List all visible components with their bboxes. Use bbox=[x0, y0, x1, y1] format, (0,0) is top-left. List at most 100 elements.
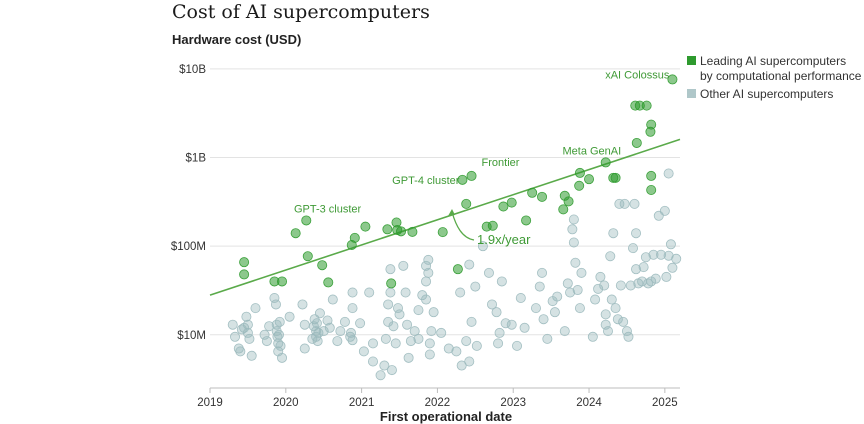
other-point bbox=[456, 360, 467, 371]
y-tick-label: $100M bbox=[171, 241, 206, 253]
leading-point bbox=[631, 137, 642, 148]
other-point bbox=[631, 264, 642, 275]
x-tick-label: 2022 bbox=[425, 397, 451, 409]
other-point bbox=[405, 336, 416, 347]
other-point bbox=[615, 280, 626, 291]
other-point bbox=[386, 365, 397, 376]
chart-title: Cost of AI supercomputers bbox=[172, 1, 430, 23]
other-point bbox=[640, 252, 651, 263]
other-point bbox=[559, 326, 570, 337]
legend-swatch-other bbox=[687, 89, 696, 98]
other-point bbox=[318, 326, 329, 337]
other-point bbox=[274, 316, 285, 327]
other-point bbox=[572, 285, 583, 296]
leading-point bbox=[506, 197, 517, 208]
other-point bbox=[264, 321, 275, 332]
other-point bbox=[568, 214, 579, 225]
leading-point bbox=[323, 277, 334, 288]
other-point bbox=[413, 333, 424, 344]
other-point bbox=[358, 346, 369, 357]
other-point bbox=[464, 259, 475, 270]
leading-point bbox=[563, 196, 574, 207]
other-point bbox=[375, 370, 386, 381]
leading-point bbox=[584, 174, 595, 185]
y-tick-label: $1B bbox=[186, 153, 207, 165]
leading-point bbox=[301, 215, 312, 226]
other-point bbox=[471, 340, 482, 351]
x-tick-label: 2025 bbox=[652, 397, 678, 409]
other-point bbox=[477, 241, 488, 252]
x-tick-label: 2020 bbox=[273, 397, 299, 409]
other-point bbox=[385, 287, 396, 298]
other-point bbox=[335, 326, 346, 337]
leading-point bbox=[407, 226, 418, 237]
other-point bbox=[413, 305, 424, 316]
other-point bbox=[380, 333, 391, 344]
other-point bbox=[392, 303, 403, 314]
other-point bbox=[605, 251, 616, 262]
legend-label: Other AI supercomputers bbox=[700, 87, 833, 101]
other-point bbox=[235, 346, 246, 357]
other-point bbox=[261, 336, 272, 347]
other-point bbox=[347, 303, 358, 314]
other-point bbox=[451, 346, 462, 357]
other-point bbox=[614, 198, 625, 209]
leading-point bbox=[537, 191, 548, 202]
other-point bbox=[610, 303, 621, 314]
other-point bbox=[618, 316, 629, 327]
annotations: xAI Colossus Meta GenAI Frontier GPT-4 clus… bbox=[294, 69, 670, 215]
other-point bbox=[625, 280, 636, 291]
other-point bbox=[241, 311, 252, 322]
leading-point bbox=[498, 201, 509, 212]
other-point bbox=[565, 287, 576, 298]
other-point bbox=[466, 316, 477, 327]
other-point bbox=[638, 262, 649, 273]
x-axis-label: First operational date bbox=[380, 409, 512, 424]
other-point bbox=[661, 271, 672, 282]
leading-point bbox=[641, 100, 652, 111]
other-point bbox=[402, 319, 413, 330]
other-point bbox=[491, 307, 502, 318]
other-point bbox=[667, 262, 678, 273]
other-point bbox=[530, 303, 541, 314]
other-point bbox=[390, 338, 401, 349]
other-point bbox=[424, 349, 435, 360]
other-points bbox=[227, 168, 682, 381]
other-point bbox=[379, 360, 390, 371]
other-point bbox=[424, 338, 435, 349]
other-point bbox=[299, 343, 310, 354]
trend-arrow bbox=[451, 211, 475, 241]
leading-point bbox=[574, 180, 585, 191]
other-point bbox=[299, 319, 310, 330]
leading-point bbox=[277, 276, 288, 287]
other-point bbox=[659, 205, 670, 216]
other-point bbox=[423, 254, 434, 265]
trend-arrow-head bbox=[448, 209, 455, 216]
leading-point bbox=[558, 204, 569, 215]
other-point bbox=[312, 336, 323, 347]
x-tick-label: 2024 bbox=[576, 397, 602, 409]
other-point bbox=[619, 198, 630, 209]
annotation-label: Frontier bbox=[482, 157, 520, 169]
other-point bbox=[284, 311, 295, 322]
leading-point bbox=[290, 228, 301, 239]
x-tick-label: 2023 bbox=[500, 397, 526, 409]
leading-point bbox=[646, 170, 657, 181]
other-point bbox=[269, 293, 280, 304]
other-point bbox=[327, 294, 338, 305]
leading-point bbox=[382, 224, 393, 235]
other-point bbox=[515, 293, 526, 304]
other-point bbox=[250, 303, 261, 314]
leading-point bbox=[317, 260, 328, 271]
other-point bbox=[576, 267, 587, 278]
other-point bbox=[538, 314, 549, 325]
other-point bbox=[587, 331, 598, 342]
other-point bbox=[567, 224, 578, 235]
leading-point bbox=[645, 126, 656, 137]
other-point bbox=[230, 331, 241, 342]
annotation-label: GPT-4 cluster bbox=[392, 175, 460, 187]
other-point bbox=[574, 303, 585, 314]
other-point bbox=[623, 331, 634, 342]
other-point bbox=[608, 228, 619, 239]
